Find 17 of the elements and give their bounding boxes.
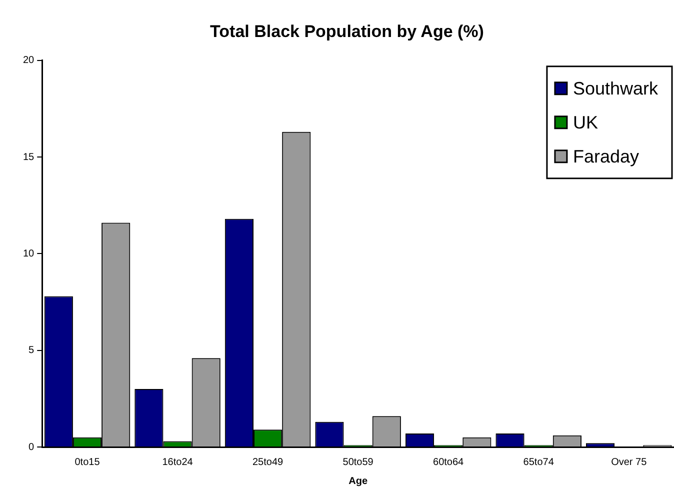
x-tick-label: Over 75 [611, 456, 648, 468]
x-tick-label: 16to24 [162, 456, 194, 468]
legend-label: UK [572, 112, 598, 132]
y-tick-label: 20 [23, 55, 35, 66]
y-tick-label: 0 [28, 442, 35, 453]
legend-label: Faraday [572, 146, 640, 166]
y-tick-label: 5 [28, 345, 35, 356]
x-tick-label: 50to59 [342, 456, 374, 468]
y-tick-label: 10 [23, 248, 35, 260]
y-tick-label: 15 [23, 152, 35, 163]
x-tick-label: 25to49 [252, 456, 284, 468]
x-tick-label: 60to64 [433, 456, 464, 468]
x-axis-title: Age [348, 476, 368, 487]
chart-title: Total Black Population by Age (%) [210, 22, 484, 41]
legend-label: Southwark [572, 78, 659, 98]
x-tick-label: 0to15 [74, 456, 100, 468]
x-tick-label: 65to74 [523, 456, 554, 468]
